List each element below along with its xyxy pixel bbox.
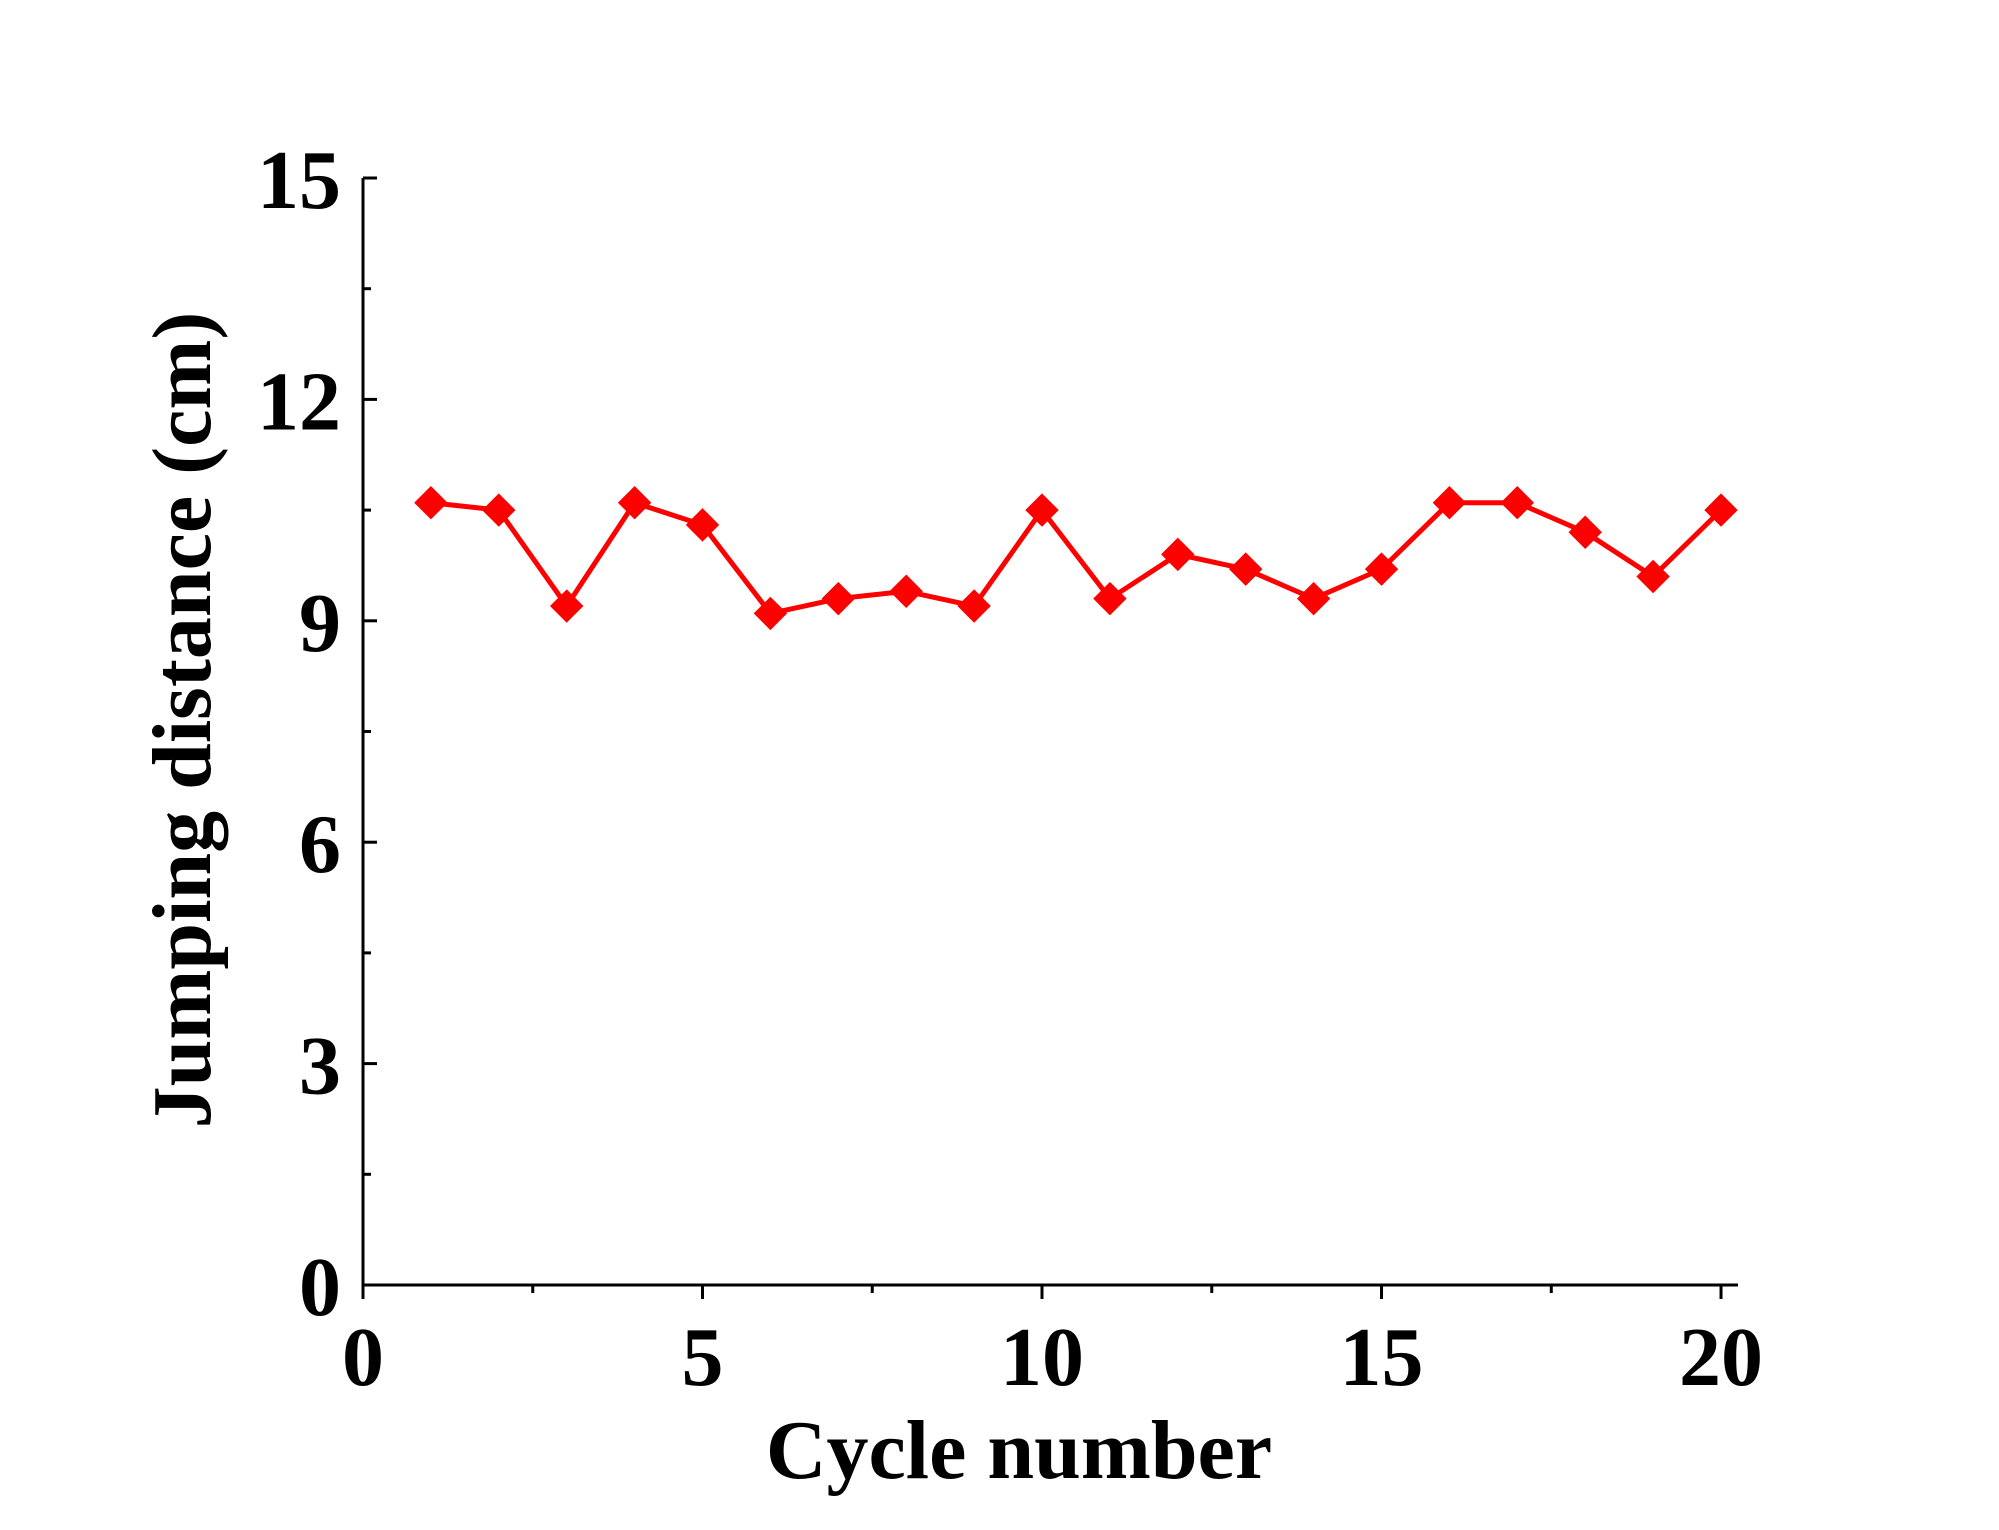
x-tick-label: 15 — [1340, 1311, 1424, 1404]
y-tick-label: 6 — [299, 798, 341, 891]
x-axis-title: Cycle number — [766, 1404, 1272, 1497]
series-line — [430, 500, 1723, 616]
ticks — [361, 176, 1723, 1299]
y-axis-title: Jumping distance (cm) — [136, 312, 229, 1129]
data-point — [1229, 552, 1263, 586]
data-point — [1432, 486, 1467, 520]
data-point — [957, 589, 991, 623]
data-point — [549, 589, 584, 623]
x-tick-label: 5 — [682, 1311, 724, 1404]
data-point — [1500, 486, 1535, 520]
data-point — [1704, 493, 1738, 527]
x-tick-label: 0 — [342, 1311, 384, 1404]
y-tick-label: 9 — [299, 577, 341, 670]
data-point — [685, 508, 720, 542]
data-point — [1296, 581, 1331, 616]
data-point — [821, 581, 856, 616]
data-point — [1568, 515, 1602, 549]
data-point — [753, 596, 788, 631]
series-layer — [414, 486, 1738, 631]
data-point — [1093, 581, 1127, 616]
y-tick-label: 3 — [299, 1020, 341, 1113]
data-point — [1161, 537, 1195, 572]
data-point — [889, 574, 923, 608]
tick-labels: 0 5 10 15 20 0 3 6 9 12 15 — [257, 134, 1763, 1404]
data-point — [414, 486, 448, 520]
data-point — [617, 486, 652, 520]
x-tick-label: 10 — [1000, 1311, 1084, 1404]
y-tick-label: 15 — [257, 134, 341, 227]
data-point — [1025, 493, 1059, 527]
y-tick-label: 0 — [299, 1241, 341, 1334]
data-point — [482, 493, 516, 527]
y-tick-label: 12 — [257, 355, 341, 448]
x-tick-label: 20 — [1679, 1311, 1763, 1404]
data-point — [1364, 552, 1399, 586]
data-point — [1636, 559, 1670, 594]
axes — [361, 178, 1738, 1287]
